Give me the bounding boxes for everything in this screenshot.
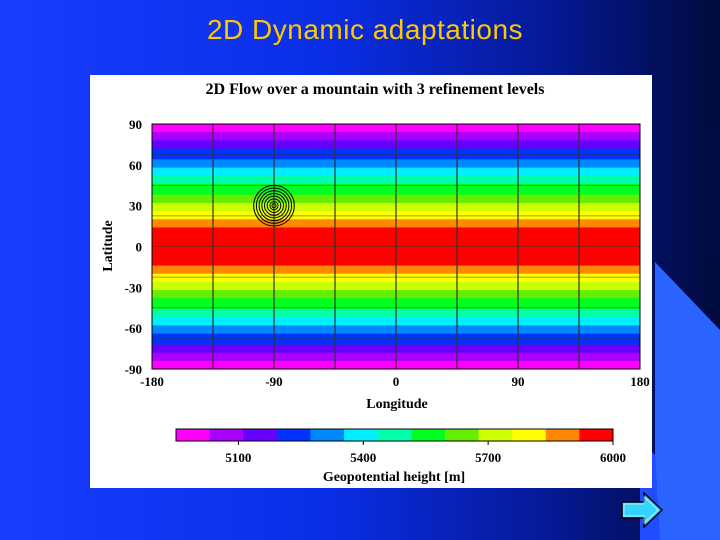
y-tick-label: -90 <box>125 362 142 377</box>
y-tick-label: 0 <box>136 240 143 255</box>
colorbar-swatch <box>377 429 412 441</box>
mountain-contour <box>266 198 282 213</box>
x-tick-label: 90 <box>512 374 525 389</box>
y-tick-label: 30 <box>129 199 142 214</box>
colorbar-tick-label: 5400 <box>350 450 376 465</box>
y-tick-label: -60 <box>125 321 142 336</box>
colorbar-swatch <box>478 429 513 441</box>
y-tick-label: 90 <box>129 117 142 132</box>
colorbar-swatch <box>444 429 480 441</box>
colorbar-swatch <box>209 429 244 441</box>
colorbar-label: Geopotential height [m] <box>323 470 465 485</box>
y-axis-label: Latitude <box>101 220 116 271</box>
colorbar-tick-label: 5100 <box>225 450 251 465</box>
mountain-contour <box>269 201 279 211</box>
colorbar-swatch <box>344 429 379 441</box>
colorbar-swatch <box>411 429 446 441</box>
colorbar-swatch <box>243 429 278 441</box>
decorative-shape <box>655 262 720 540</box>
colorbar-swatch <box>545 429 580 441</box>
colorbar-swatch <box>310 429 345 441</box>
x-axis-label: Longitude <box>366 397 427 412</box>
x-tick-label: -180 <box>140 374 164 389</box>
x-tick-label: 0 <box>393 374 400 389</box>
y-tick-label: -30 <box>125 280 142 295</box>
colorbar-tick-label: 5700 <box>475 450 501 465</box>
slide-title: 2D Dynamic adaptations <box>206 14 524 45</box>
colorbar-border <box>175 428 614 442</box>
y-tick-label: 60 <box>129 158 142 173</box>
colorbar-swatch <box>176 429 211 441</box>
plot-border <box>151 123 641 370</box>
mountain-contour <box>253 184 295 227</box>
mountain-contour <box>261 192 287 219</box>
x-tick-label: 180 <box>630 374 650 389</box>
mountain-contour <box>255 187 293 224</box>
colorbar-tick-label: 6000 <box>600 450 626 465</box>
next-slide-button[interactable] <box>620 492 664 528</box>
mountain-contour <box>258 190 290 222</box>
mountain-contours <box>253 184 295 227</box>
chart-grid <box>152 124 640 369</box>
arrow-right-icon <box>621 492 664 528</box>
chart-frame: -180 -90 0 90 180 90 60 30 0 -30 -60 -90 2D Flow ov… <box>90 75 652 488</box>
colorbar-swatch <box>512 429 547 441</box>
colorbar-swatch <box>276 429 311 441</box>
chart-title: 2D Flow over a mountain with 3 refinemen… <box>206 81 545 98</box>
mountain-contour <box>271 203 277 209</box>
colorbar-swatch <box>579 429 614 441</box>
colorbar: 5100 5400 5700 6000 <box>175 428 626 465</box>
x-tick-label: -90 <box>265 374 282 389</box>
mountain-contour <box>264 195 284 216</box>
